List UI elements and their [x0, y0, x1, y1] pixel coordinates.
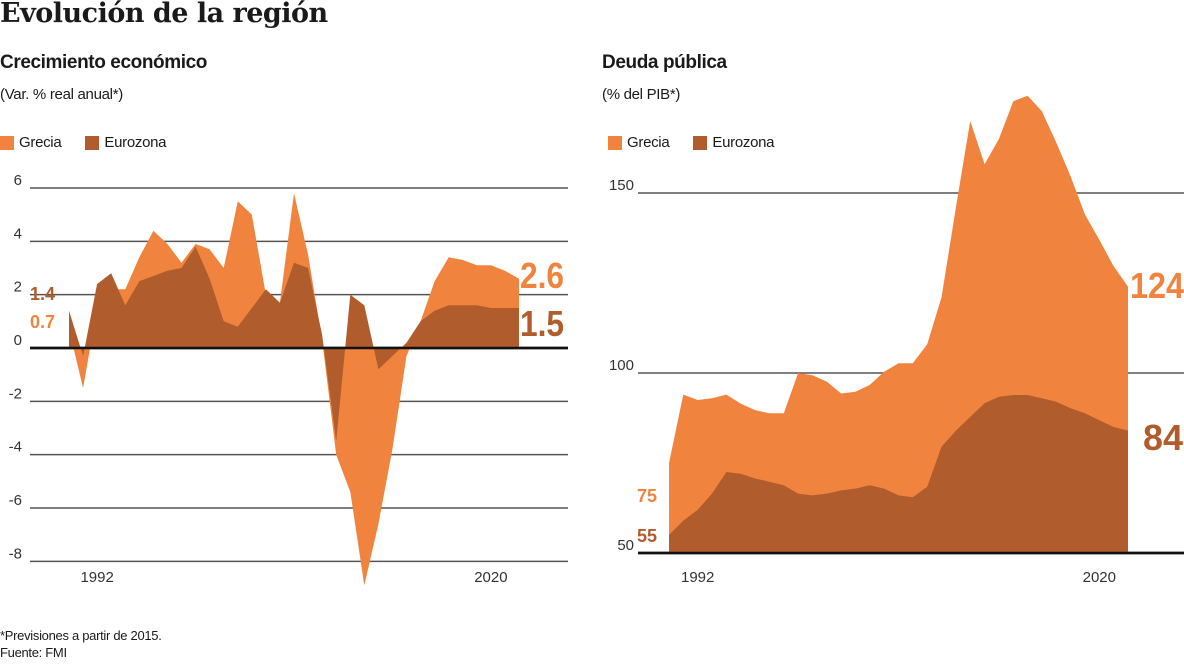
debt-end-label-eurozona: 84 — [1143, 417, 1183, 458]
legend-item-eurozona: Eurozona — [693, 134, 775, 151]
growth-y-tick-label: 2 — [14, 279, 22, 296]
legend-label: Eurozona — [104, 134, 167, 151]
growth-end-label-grecia: 2.6 — [520, 255, 564, 296]
debt-start-label-eurozona: 55 — [637, 526, 657, 546]
growth-x-tick-label: 1992 — [80, 569, 113, 586]
growth-y-tick-label: -8 — [9, 545, 22, 562]
debt-y-tick-label: 100 — [609, 357, 634, 374]
debt-y-tick-label: 50 — [617, 537, 634, 554]
growth-start-label-grecia: 0.7 — [30, 312, 55, 332]
debt-x-tick-label: 2020 — [1083, 569, 1116, 586]
legend-label: Grecia — [627, 134, 670, 151]
growth-y-tick-label: -2 — [9, 385, 22, 402]
growth-area-grecia — [69, 193, 519, 586]
growth-y-tick-label: -6 — [9, 492, 22, 509]
debt-y-tick-label: 150 — [609, 177, 634, 194]
debt-legend: Grecia Eurozona — [608, 134, 775, 151]
legend-item-grecia: Grecia — [0, 134, 62, 151]
footnote: *Previsiones a partir de 2015. Fuente: F… — [0, 627, 162, 661]
footnote-text: *Previsiones a partir de 2015. — [0, 628, 162, 643]
growth-y-tick-label: -4 — [9, 439, 22, 456]
growth-area-eurozona — [69, 246, 519, 442]
growth-start-label-eurozona: 1.4 — [30, 284, 55, 304]
growth-end-label-eurozona: 1.5 — [520, 303, 564, 344]
legend-label: Grecia — [19, 134, 62, 151]
legend-swatch-eurozona — [85, 135, 100, 150]
legend-swatch-eurozona — [693, 135, 708, 150]
growth-y-tick-label: 4 — [14, 225, 22, 242]
debt-area-eurozona — [669, 395, 1128, 553]
growth-legend: Grecia Eurozona — [0, 134, 167, 151]
legend-swatch-grecia — [0, 135, 14, 150]
debt-start-label-grecia: 75 — [637, 486, 657, 506]
debt-x-tick-label: 1992 — [681, 569, 714, 586]
growth-y-tick-label: 6 — [14, 172, 22, 189]
debt-chart-subtitle: (% del PIB*) — [602, 86, 681, 103]
page-title: Evolución de la región — [0, 0, 328, 29]
legend-label: Eurozona — [712, 134, 775, 151]
legend-item-grecia: Grecia — [608, 134, 670, 151]
legend-item-eurozona: Eurozona — [85, 134, 167, 151]
source-text: Fuente: FMI — [0, 645, 67, 660]
growth-chart-subtitle: (Var. % real anual*) — [0, 86, 123, 103]
debt-end-label-grecia: 124 — [1130, 265, 1184, 306]
growth-y-tick-label: 0 — [14, 332, 22, 349]
growth-chart-title: Crecimiento económico — [0, 52, 207, 73]
growth-x-tick-label: 2020 — [474, 569, 507, 586]
legend-swatch-grecia — [608, 135, 622, 150]
debt-chart-title: Deuda pública — [602, 52, 727, 73]
